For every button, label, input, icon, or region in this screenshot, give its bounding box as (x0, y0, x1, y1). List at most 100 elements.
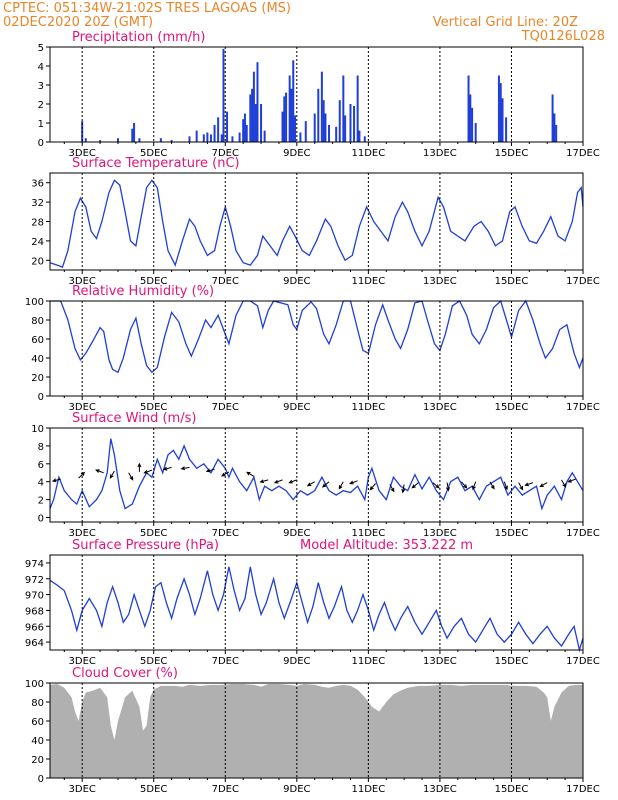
y-tick-label: 0 (38, 392, 44, 403)
series-line (49, 438, 584, 511)
precip-bar (243, 113, 246, 142)
y-tick-label: 100 (25, 297, 44, 308)
x-tick-label: 15DEC (495, 148, 529, 159)
panel-frame (49, 682, 584, 779)
precip-bar (358, 130, 361, 142)
wind-arrow (259, 479, 269, 484)
wind-arrow (306, 481, 315, 487)
precip-bar (245, 124, 248, 142)
x-tick-label: 17DEC (566, 148, 600, 159)
x-tick-label: 11DEC (352, 784, 386, 795)
x-tick-label: 13DEC (423, 656, 457, 667)
wind-arrow (137, 462, 142, 472)
cloud-area (50, 684, 583, 778)
precip-bar (555, 124, 558, 142)
x-tick-label: 13DEC (423, 528, 457, 539)
precip-bar (238, 132, 241, 142)
precip-bar (283, 96, 286, 142)
wind-arrow (401, 484, 406, 494)
precip-bar (290, 88, 293, 142)
y-tick-label: 972 (25, 575, 44, 586)
wind-arrow (461, 481, 468, 489)
precip-bar (356, 75, 359, 142)
x-tick-label: 9DEC (283, 276, 310, 287)
precip-bar (338, 100, 341, 142)
precip-bar (202, 134, 205, 142)
y-tick-label: 1 (38, 119, 44, 130)
x-tick-label: 5DEC (140, 402, 167, 413)
y-tick-label: 60 (31, 335, 44, 346)
precip-bar (195, 130, 198, 142)
wind-arrow (273, 479, 283, 484)
precip-bar (256, 62, 259, 143)
panel-1: Surface Temperature (nC) 20 24 28 32 36 3DEC 5D… (31, 156, 600, 287)
precip-bar (497, 75, 500, 142)
wind-arrow (369, 483, 376, 491)
precip-bar (342, 75, 345, 142)
header-grid-line: Vertical Grid Line: 20Z (433, 15, 578, 30)
precip-bar (469, 94, 472, 142)
y-tick-label: 970 (25, 591, 44, 602)
precip-bar (131, 128, 134, 142)
y-tick-label: 80 (31, 316, 44, 327)
precip-bar (159, 138, 162, 142)
panel-title: Cloud Cover (%) (72, 666, 178, 681)
y-tick-label: 20 (31, 373, 44, 384)
precip-bar (313, 113, 316, 142)
panel-frame (49, 554, 584, 651)
y-tick-label: 964 (25, 638, 44, 649)
y-tick-label: 80 (31, 698, 44, 709)
y-tick-label: 28 (31, 218, 44, 229)
y-tick-label: 2 (38, 496, 44, 507)
wind-arrow (503, 481, 508, 491)
wind-arrow (472, 481, 477, 491)
panel-title: Surface Temperature (nC) (72, 156, 240, 171)
x-tick-label: 11DEC (352, 276, 386, 287)
wind-arrow (143, 469, 153, 474)
y-tick-label: 8 (38, 442, 44, 453)
precip-bar (222, 48, 225, 142)
wind-arrow (246, 471, 255, 477)
panel-frame (49, 300, 584, 397)
wind-arrow (109, 470, 115, 479)
x-tick-label: 7DEC (212, 148, 239, 159)
x-tick-label: 11DEC (352, 402, 386, 413)
precip-bar (84, 138, 87, 142)
x-tick-label: 3DEC (69, 148, 96, 159)
precip-bar (328, 124, 331, 142)
y-tick-label: 0 (38, 774, 44, 785)
series-line (49, 179, 584, 268)
header-model-code: TQ0126L028 (521, 29, 605, 44)
x-tick-label: 15DEC (495, 784, 529, 795)
y-tick-label: 968 (25, 606, 44, 617)
y-tick-label: 24 (31, 237, 44, 248)
precip-bar (231, 136, 234, 142)
precip-bar (99, 140, 102, 142)
panel-title: Precipitation (mm/h) (72, 30, 205, 45)
y-tick-label: 0 (38, 138, 44, 149)
y-tick-label: 10 (31, 424, 44, 435)
precip-bar (285, 92, 288, 142)
wind-arrow (162, 466, 172, 471)
precip-bar (335, 126, 338, 142)
panel-title: Surface Wind (m/s) (72, 411, 196, 426)
wind-arrow (561, 479, 567, 488)
x-tick-label: 3DEC (69, 784, 96, 795)
x-tick-label: 3DEC (69, 528, 96, 539)
precip-bar (353, 105, 356, 142)
header-date: 02DEC2020 20Z (GMT) (3, 15, 153, 30)
wind-arrow (338, 481, 344, 490)
x-tick-label: 13DEC (423, 276, 457, 287)
precip-bar (320, 71, 323, 142)
x-tick-label: 7DEC (212, 528, 239, 539)
wind-arrow (51, 478, 61, 483)
x-tick-label: 11DEC (352, 528, 386, 539)
x-tick-label: 9DEC (283, 528, 310, 539)
precip-bar (349, 104, 352, 142)
panel-title: Relative Humidity (%) (72, 284, 214, 299)
precip-bar (553, 113, 556, 142)
x-tick-label: 7DEC (212, 656, 239, 667)
x-tick-label: 5DEC (140, 528, 167, 539)
x-tick-label: 7DEC (212, 276, 239, 287)
precip-bar (209, 134, 212, 142)
